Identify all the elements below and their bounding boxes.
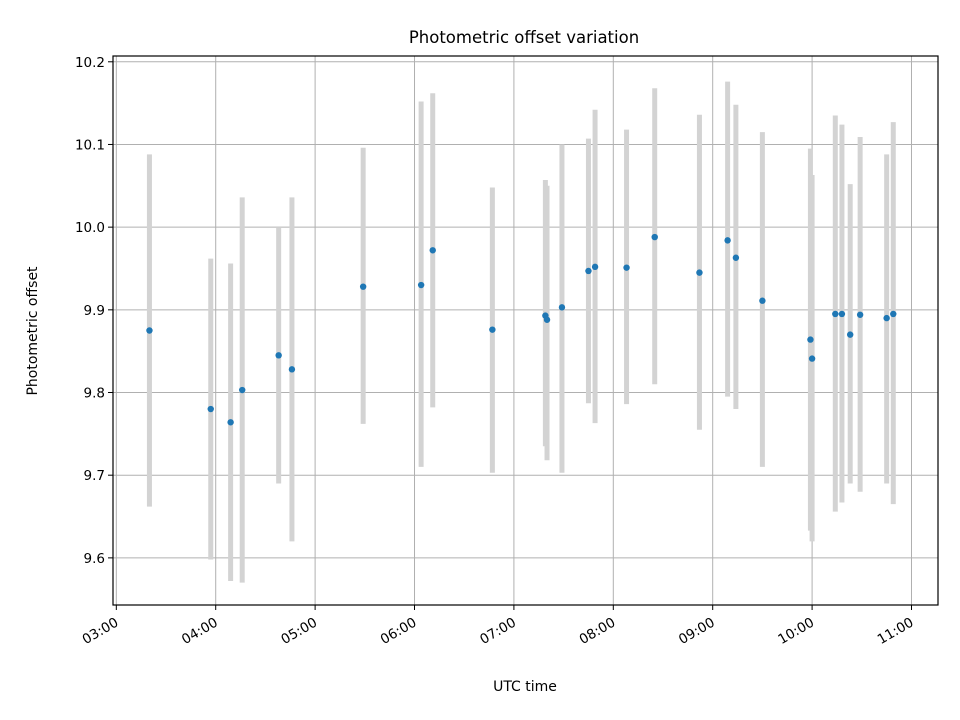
data-point <box>759 297 766 304</box>
x-tick-label: 05:00 <box>278 615 320 648</box>
y-tick-label: 9.9 <box>84 303 105 319</box>
grid <box>113 56 938 605</box>
y-tick-label: 10.2 <box>75 55 105 71</box>
data-point <box>808 355 816 362</box>
data-point <box>838 310 846 318</box>
data-point <box>732 254 740 261</box>
data-point <box>846 331 854 338</box>
x-tick-label: 08:00 <box>577 615 619 648</box>
data-point <box>724 237 731 244</box>
data-point <box>227 419 234 426</box>
data-point <box>696 269 703 276</box>
y-tick-label: 10.1 <box>75 137 105 153</box>
data-point <box>429 247 436 254</box>
data-point <box>558 304 566 311</box>
x-tick-label: 04:00 <box>179 615 221 648</box>
x-tick-label: 06:00 <box>378 615 420 648</box>
data-point <box>207 405 214 413</box>
data-point <box>585 267 592 275</box>
data-point <box>883 314 890 322</box>
x-tick-label: 03:00 <box>80 615 122 648</box>
x-axis-ticks: 03:00 04:00 05:00 06:00 07:00 08:00 09:00 10:00… <box>80 605 917 648</box>
data-point <box>856 311 864 318</box>
y-tick-label: 9.7 <box>84 468 105 484</box>
data-point <box>807 336 814 343</box>
data-point <box>288 366 296 373</box>
chart-title: Photometric offset variation <box>409 28 639 47</box>
data-point <box>890 310 897 318</box>
data-point <box>591 263 599 271</box>
x-tick-label: 07:00 <box>477 615 519 648</box>
data-point <box>489 326 496 333</box>
data-point <box>651 233 658 241</box>
data-points <box>146 233 897 426</box>
data-point <box>359 283 367 290</box>
data-point <box>832 310 839 318</box>
y-tick-label: 10.0 <box>75 220 105 236</box>
y-tick-label: 9.8 <box>84 386 105 402</box>
x-tick-label: 10:00 <box>775 615 817 648</box>
y-axis-ticks: 9.6 9.7 9.8 9.9 10.0 10.1 10.2 <box>75 55 113 567</box>
x-tick-label: 11:00 <box>875 615 917 648</box>
data-point <box>146 327 153 334</box>
x-axis-label: UTC time <box>493 679 557 695</box>
plot-frame <box>112 55 939 606</box>
data-point <box>417 281 425 289</box>
data-point <box>623 264 630 271</box>
y-tick-label: 9.6 <box>84 551 105 567</box>
x-tick-label: 09:00 <box>676 615 718 648</box>
y-axis-label: Photometric offset <box>25 266 41 396</box>
data-point <box>239 386 246 394</box>
data-point <box>543 316 551 323</box>
error-bars <box>146 81 896 583</box>
data-point <box>275 352 282 359</box>
